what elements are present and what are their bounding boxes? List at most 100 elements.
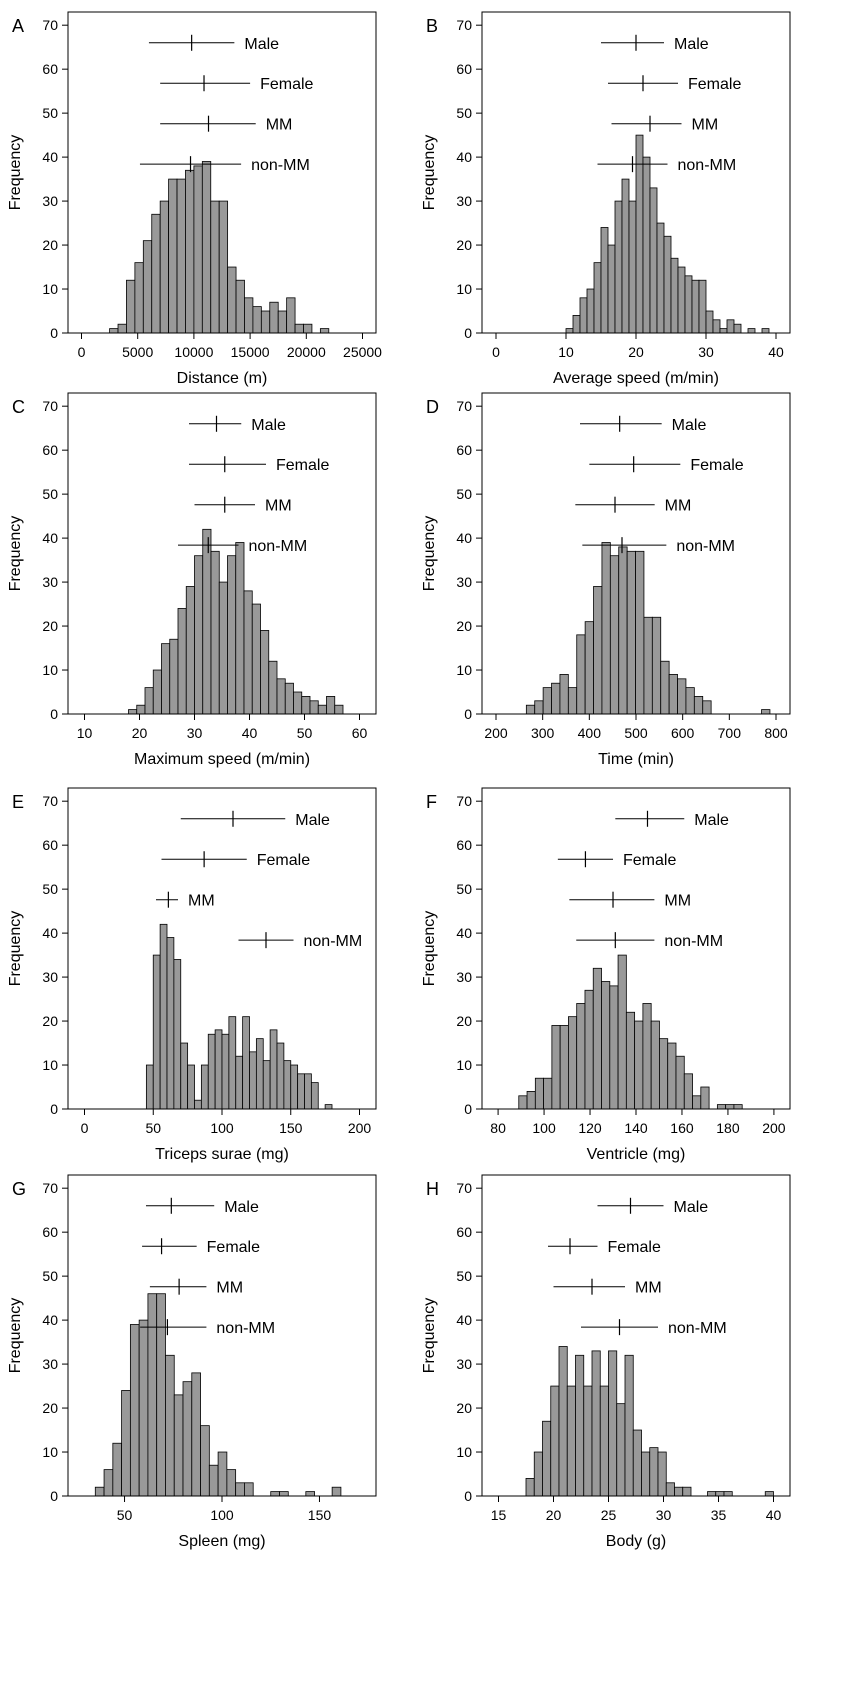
histogram-bar-g-20 — [270, 1491, 280, 1497]
y-tick-label-g-30: 30 — [42, 1356, 58, 1372]
y-tick-label-g-0: 0 — [50, 1488, 58, 1504]
summary-label-g-mm: MM — [216, 1280, 243, 1297]
x-tick-label-a-5000: 5000 — [122, 344, 153, 360]
y-axis-title-b: Frequency — [421, 135, 438, 211]
histogram-bar-g-8 — [165, 1354, 175, 1497]
x-tick-label-c-50: 50 — [297, 725, 313, 741]
histogram-bar-f-2 — [534, 1077, 545, 1110]
panel-label-d: D — [426, 397, 439, 417]
summary-label-c-male: Male — [251, 417, 286, 434]
histogram-bar-c-0 — [128, 709, 138, 715]
y-tick-label-c-30: 30 — [42, 574, 58, 590]
x-axis-title-b: Average speed (m/min) — [553, 370, 719, 387]
x-tick-label-e-200: 200 — [348, 1120, 372, 1136]
histogram-bar-e-20 — [283, 1060, 292, 1110]
histogram-bar-f-7 — [576, 1003, 586, 1110]
plot-frame-c — [67, 392, 377, 715]
x-tick-label-b-0: 0 — [492, 344, 500, 360]
histogram-bar-d-20 — [693, 696, 704, 715]
histogram-bar-e-4 — [173, 959, 182, 1110]
panel-label-g: G — [12, 1179, 26, 1199]
y-tick-label-b-10: 10 — [456, 281, 472, 297]
summary-label-c-non-mm: non-MM — [249, 538, 308, 555]
y-tick-label-c-10: 10 — [42, 662, 58, 678]
histogram-bar-b-1 — [572, 315, 581, 334]
x-tick-label-h-35: 35 — [711, 1507, 727, 1523]
histogram-bar-b-7 — [614, 200, 623, 334]
histogram-bar-d-8 — [593, 586, 603, 715]
histogram-bar-f-21 — [692, 1095, 702, 1110]
histogram-bar-b-19 — [698, 279, 707, 334]
y-tick-label-g-70: 70 — [42, 1180, 58, 1196]
y-tick-label-a-60: 60 — [42, 61, 58, 77]
histogram-bar-a-2 — [126, 279, 136, 334]
histogram-bar-b-0 — [565, 328, 574, 334]
x-tick-label-b-40: 40 — [768, 344, 784, 360]
histogram-bar-g-2 — [112, 1442, 123, 1497]
histogram-bar-g-17 — [244, 1482, 254, 1497]
histogram-bar-b-4 — [593, 262, 602, 334]
summary-label-a-male: Male — [244, 36, 279, 53]
y-tick-label-e-70: 70 — [42, 793, 58, 809]
y-tick-label-e-0: 0 — [50, 1101, 58, 1117]
histogram-bar-b-12 — [649, 187, 658, 334]
histogram-bar-h-2 — [542, 1420, 552, 1497]
y-tick-label-c-40: 40 — [42, 530, 58, 546]
histogram-bar-d-16 — [660, 660, 670, 715]
summary-label-h-non-mm: non-MM — [668, 1320, 727, 1337]
x-tick-label-g-50: 50 — [117, 1507, 133, 1523]
histogram-bar-f-8 — [584, 989, 594, 1110]
summary-label-b-male: Male — [674, 36, 709, 53]
x-tick-label-f-100: 100 — [532, 1120, 556, 1136]
histogram-bar-e-21 — [290, 1064, 299, 1110]
histogram-bar-a-0 — [109, 328, 119, 334]
x-axis-title-e: Triceps surae (mg) — [155, 1146, 289, 1163]
y-tick-label-g-40: 40 — [42, 1312, 58, 1328]
histogram-bar-f-22 — [700, 1086, 710, 1110]
x-axis-title-a: Distance (m) — [177, 370, 268, 387]
histogram-bar-a-23 — [303, 323, 313, 334]
summary-label-f-mm: MM — [664, 893, 691, 910]
histogram-bar-c-21 — [301, 696, 311, 715]
y-tick-label-d-50: 50 — [456, 486, 472, 502]
histogram-bar-b-14 — [663, 235, 672, 334]
x-tick-label-c-30: 30 — [187, 725, 203, 741]
y-tick-label-c-70: 70 — [42, 398, 58, 414]
histogram-bar-b-5 — [600, 227, 609, 334]
histogram-bar-h-11 — [616, 1403, 626, 1497]
y-tick-label-b-70: 70 — [456, 17, 472, 33]
histogram-bar-h-23 — [715, 1491, 725, 1497]
histogram-bar-d-17 — [668, 674, 678, 715]
histogram-bar-d-14 — [643, 616, 653, 715]
histogram-bar-d-0 — [525, 704, 536, 715]
panel-label-c: C — [12, 397, 25, 417]
histogram-bar-b-13 — [656, 222, 665, 334]
histogram-bar-h-12 — [624, 1354, 634, 1497]
x-axis-title-d: Time (min) — [598, 751, 674, 768]
histogram-bar-h-8 — [591, 1350, 601, 1497]
summary-label-g-female: Female — [207, 1239, 260, 1256]
y-tick-label-d-20: 20 — [456, 618, 472, 634]
histogram-bar-d-4 — [559, 674, 569, 715]
histogram-bar-d-21 — [702, 700, 712, 715]
y-tick-label-f-70: 70 — [456, 793, 472, 809]
histogram-bar-d-19 — [685, 687, 695, 715]
x-tick-label-h-25: 25 — [601, 1507, 617, 1523]
x-tick-label-h-15: 15 — [491, 1507, 507, 1523]
x-axis-title-g: Spleen (mg) — [178, 1533, 265, 1550]
x-tick-label-e-150: 150 — [279, 1120, 303, 1136]
histogram-bar-c-12 — [227, 555, 237, 715]
histogram-bar-f-10 — [601, 981, 611, 1110]
y-tick-label-f-40: 40 — [456, 925, 472, 941]
summary-label-a-mm: MM — [266, 117, 293, 134]
y-tick-label-b-30: 30 — [456, 193, 472, 209]
y-tick-label-f-20: 20 — [456, 1013, 472, 1029]
summary-label-a-non-mm: non-MM — [251, 157, 310, 174]
y-axis-title-g: Frequency — [7, 1298, 24, 1374]
histogram-bar-d-2 — [542, 687, 552, 715]
y-tick-label-f-30: 30 — [456, 969, 472, 985]
y-tick-label-h-30: 30 — [456, 1356, 472, 1372]
histogram-bar-g-14 — [217, 1451, 228, 1497]
histogram-bar-e-19 — [276, 1042, 285, 1110]
y-tick-label-d-40: 40 — [456, 530, 472, 546]
